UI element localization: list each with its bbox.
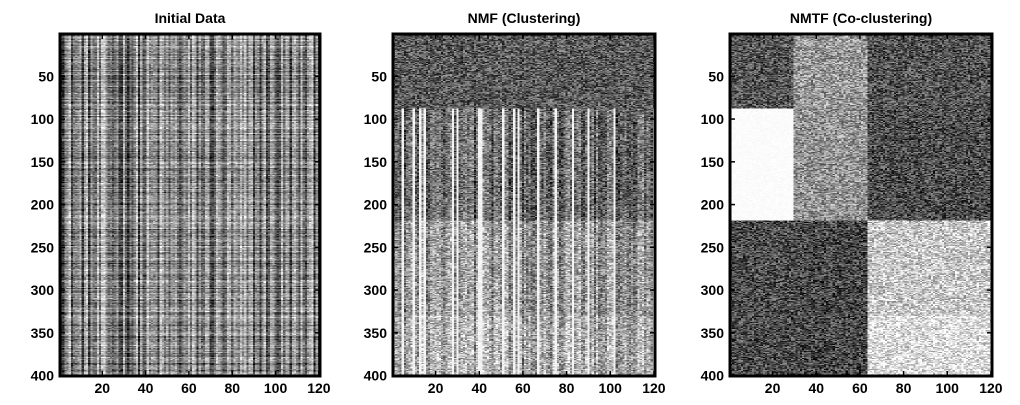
x-tick-label-1-80: 80 bbox=[224, 380, 240, 396]
y-tick-label-2-350: 350 bbox=[364, 325, 388, 341]
y-tick-label-1-200: 200 bbox=[31, 197, 55, 213]
x-tick-label-2-100: 100 bbox=[599, 380, 623, 396]
y-tick-label-2-150: 150 bbox=[364, 154, 388, 170]
heatmap-image-3 bbox=[730, 34, 992, 376]
x-tick-label-1-40: 40 bbox=[138, 380, 154, 396]
x-tick-label-3-60: 60 bbox=[852, 380, 868, 396]
y-tick-label-3-300: 300 bbox=[701, 282, 725, 298]
x-tick-label-1-20: 20 bbox=[94, 380, 110, 396]
chart-title-1: Initial Data bbox=[155, 10, 226, 26]
y-tick-label-2-200: 200 bbox=[364, 197, 388, 213]
x-tick-label-3-40: 40 bbox=[808, 380, 824, 396]
chart-panel-3: NMTF (Co-clustering) 20 40 60 80 100 120 50 100 1… bbox=[701, 10, 1003, 396]
y-tick-label-1-300: 300 bbox=[31, 282, 55, 298]
x-tick-label-2-80: 80 bbox=[559, 380, 575, 396]
heatmap-image-2 bbox=[393, 34, 655, 376]
y-tick-label-3-100: 100 bbox=[701, 111, 725, 127]
y-tick-label-1-150: 150 bbox=[31, 154, 55, 170]
chart-panel-2: NMF (Clustering) 20 40 60 80 100 120 50 100 150 20… bbox=[364, 10, 666, 396]
x-tick-label-2-60: 60 bbox=[515, 380, 531, 396]
x-tick-label-3-100: 100 bbox=[936, 380, 960, 396]
x-tick-label-2-40: 40 bbox=[471, 380, 487, 396]
y-tick-label-2-300: 300 bbox=[364, 282, 388, 298]
x-tick-label-3-80: 80 bbox=[896, 380, 912, 396]
y-tick-label-2-100: 100 bbox=[364, 111, 388, 127]
x-tick-label-1-100: 100 bbox=[264, 380, 288, 396]
chart-title-2: NMF (Clustering) bbox=[468, 10, 581, 26]
y-tick-label-1-250: 250 bbox=[31, 239, 55, 255]
y-tick-label-1-100: 100 bbox=[31, 111, 55, 127]
chart-panel-1: Initial Data 20 40 60 80 100 120 50 100 150 200 250… bbox=[31, 10, 331, 396]
chart-title-3: NMTF (Co-clustering) bbox=[790, 10, 932, 26]
x-tick-label-2-20: 20 bbox=[428, 380, 444, 396]
x-tick-label-3-120: 120 bbox=[979, 380, 1003, 396]
y-tick-label-1-50: 50 bbox=[38, 68, 54, 84]
y-tick-label-3-150: 150 bbox=[701, 154, 725, 170]
y-tick-label-3-400: 400 bbox=[701, 368, 725, 384]
y-tick-label-1-350: 350 bbox=[31, 325, 55, 341]
x-tick-label-2-120: 120 bbox=[642, 380, 666, 396]
y-tick-label-3-350: 350 bbox=[701, 325, 725, 341]
heatmap-image-1 bbox=[60, 34, 320, 376]
x-tick-label-1-60: 60 bbox=[181, 380, 197, 396]
y-tick-label-2-250: 250 bbox=[364, 239, 388, 255]
y-tick-label-2-400: 400 bbox=[364, 368, 388, 384]
x-tick-label-1-120: 120 bbox=[307, 380, 331, 396]
y-tick-label-3-250: 250 bbox=[701, 239, 725, 255]
y-tick-label-1-400: 400 bbox=[31, 368, 55, 384]
y-tick-label-3-200: 200 bbox=[701, 197, 725, 213]
y-tick-label-3-50: 50 bbox=[708, 68, 724, 84]
x-tick-label-3-20: 20 bbox=[765, 380, 781, 396]
y-tick-label-2-50: 50 bbox=[371, 68, 387, 84]
